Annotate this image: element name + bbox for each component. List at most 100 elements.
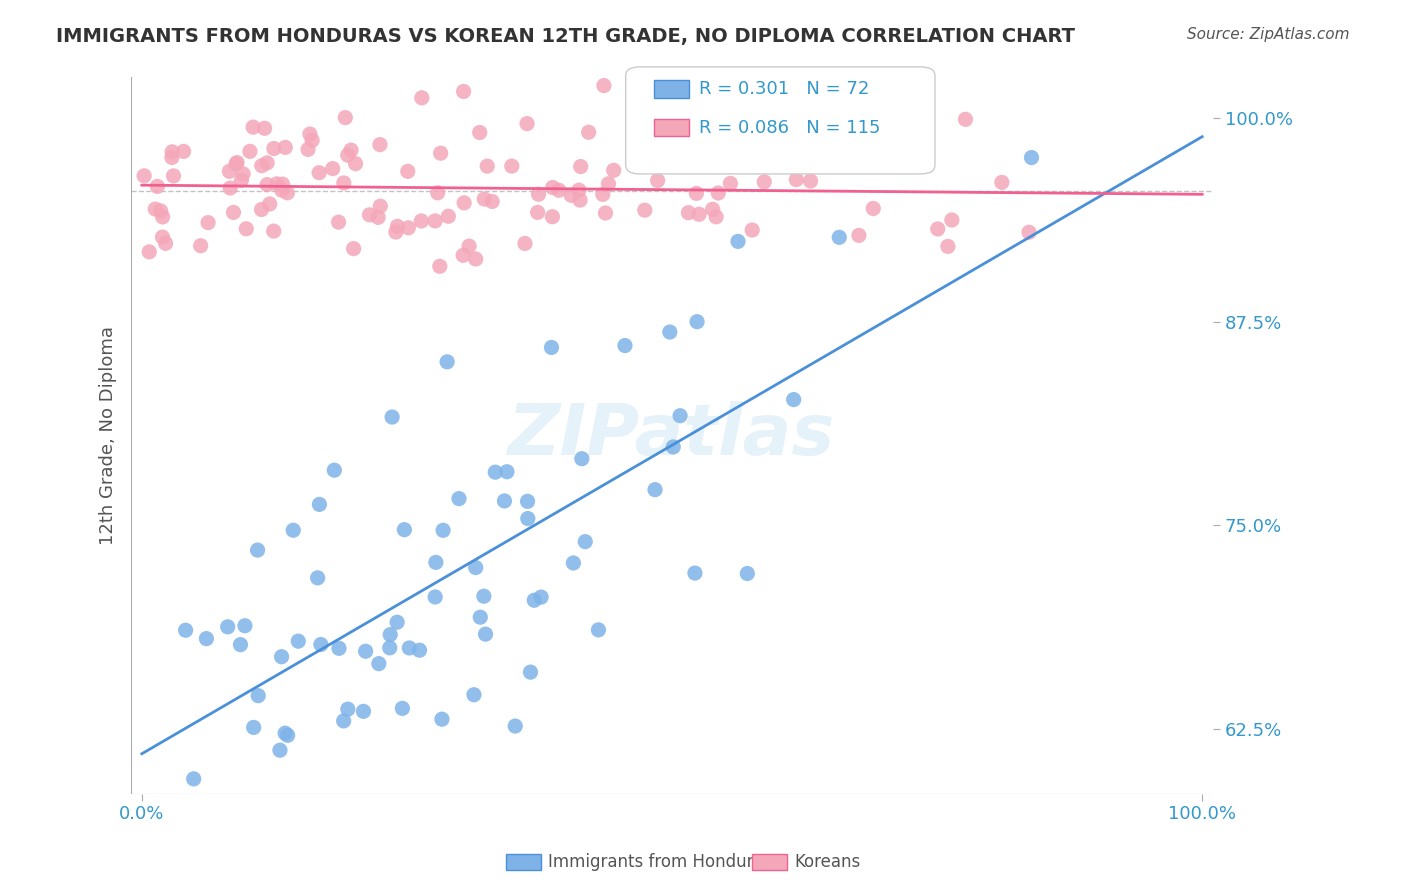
- Point: [595, 206, 617, 220]
- Point: [301, 133, 323, 147]
- Point: [662, 440, 685, 454]
- Point: [519, 665, 541, 680]
- Point: [592, 187, 614, 202]
- Point: [464, 560, 486, 574]
- Point: [468, 126, 491, 140]
- Point: [862, 202, 884, 216]
- Point: [381, 410, 404, 425]
- Point: [174, 624, 197, 638]
- Point: [423, 214, 446, 228]
- Point: [516, 117, 538, 131]
- Point: [274, 726, 297, 740]
- Point: [197, 216, 219, 230]
- Point: [242, 720, 264, 734]
- Point: [271, 183, 294, 197]
- Point: [408, 643, 430, 657]
- Text: Koreans: Koreans: [794, 853, 860, 871]
- Point: [481, 194, 503, 209]
- Point: [385, 225, 408, 239]
- Point: [162, 169, 184, 183]
- Point: [464, 252, 486, 266]
- Point: [218, 164, 240, 178]
- Point: [472, 192, 495, 206]
- Text: Source: ZipAtlas.com: Source: ZipAtlas.com: [1187, 27, 1350, 42]
- Point: [451, 248, 474, 262]
- Point: [253, 121, 276, 136]
- Point: [354, 644, 377, 658]
- Point: [411, 214, 433, 228]
- Point: [138, 244, 160, 259]
- Point: [741, 223, 763, 237]
- Point: [307, 571, 329, 585]
- Point: [328, 215, 350, 229]
- Point: [463, 688, 485, 702]
- Point: [941, 213, 963, 227]
- Point: [380, 627, 402, 641]
- Point: [342, 242, 364, 256]
- Point: [685, 186, 707, 201]
- Point: [828, 230, 851, 244]
- Point: [702, 202, 724, 217]
- Point: [190, 238, 212, 252]
- Point: [704, 210, 727, 224]
- Point: [219, 181, 242, 195]
- Point: [359, 208, 381, 222]
- Point: [292, 795, 315, 809]
- Point: [458, 239, 481, 253]
- Point: [547, 183, 569, 197]
- Point: [309, 638, 332, 652]
- Point: [195, 632, 218, 646]
- Point: [332, 714, 354, 728]
- Point: [936, 239, 959, 253]
- Point: [396, 164, 419, 178]
- Point: [270, 649, 292, 664]
- Text: R = 0.301   N = 72: R = 0.301 N = 72: [699, 80, 869, 98]
- Point: [173, 145, 195, 159]
- Point: [367, 211, 389, 225]
- Point: [242, 120, 264, 134]
- Point: [602, 163, 624, 178]
- Point: [146, 179, 169, 194]
- Point: [470, 610, 492, 624]
- Point: [598, 177, 620, 191]
- Point: [263, 142, 285, 156]
- Point: [644, 483, 666, 497]
- Point: [367, 657, 389, 671]
- Text: IMMIGRANTS FROM HONDURAS VS KOREAN 12TH GRADE, NO DIPLOMA CORRELATION CHART: IMMIGRANTS FROM HONDURAS VS KOREAN 12TH …: [56, 27, 1076, 45]
- Point: [848, 228, 870, 243]
- Point: [569, 160, 592, 174]
- Point: [614, 338, 637, 352]
- Point: [634, 203, 657, 218]
- Point: [516, 511, 538, 525]
- Point: [269, 743, 291, 757]
- Point: [271, 177, 294, 191]
- Point: [308, 497, 330, 511]
- Point: [513, 236, 536, 251]
- Point: [160, 151, 183, 165]
- Point: [375, 795, 398, 809]
- Point: [276, 186, 298, 200]
- Point: [516, 494, 538, 508]
- Point: [155, 236, 177, 251]
- Point: [250, 159, 273, 173]
- Point: [149, 203, 172, 218]
- Point: [266, 177, 288, 191]
- Point: [344, 156, 367, 170]
- Point: [447, 491, 470, 506]
- Point: [222, 205, 245, 219]
- Point: [134, 169, 156, 183]
- Point: [411, 91, 433, 105]
- Point: [1021, 151, 1043, 165]
- Point: [571, 451, 593, 466]
- Point: [229, 638, 252, 652]
- Point: [323, 463, 346, 477]
- Point: [259, 197, 281, 211]
- Point: [737, 566, 759, 581]
- Point: [183, 772, 205, 786]
- Point: [541, 180, 564, 194]
- Y-axis label: 12th Grade, No Diploma: 12th Grade, No Diploma: [100, 326, 117, 545]
- Point: [678, 205, 700, 219]
- Point: [658, 325, 681, 339]
- Point: [494, 494, 516, 508]
- Point: [669, 409, 692, 423]
